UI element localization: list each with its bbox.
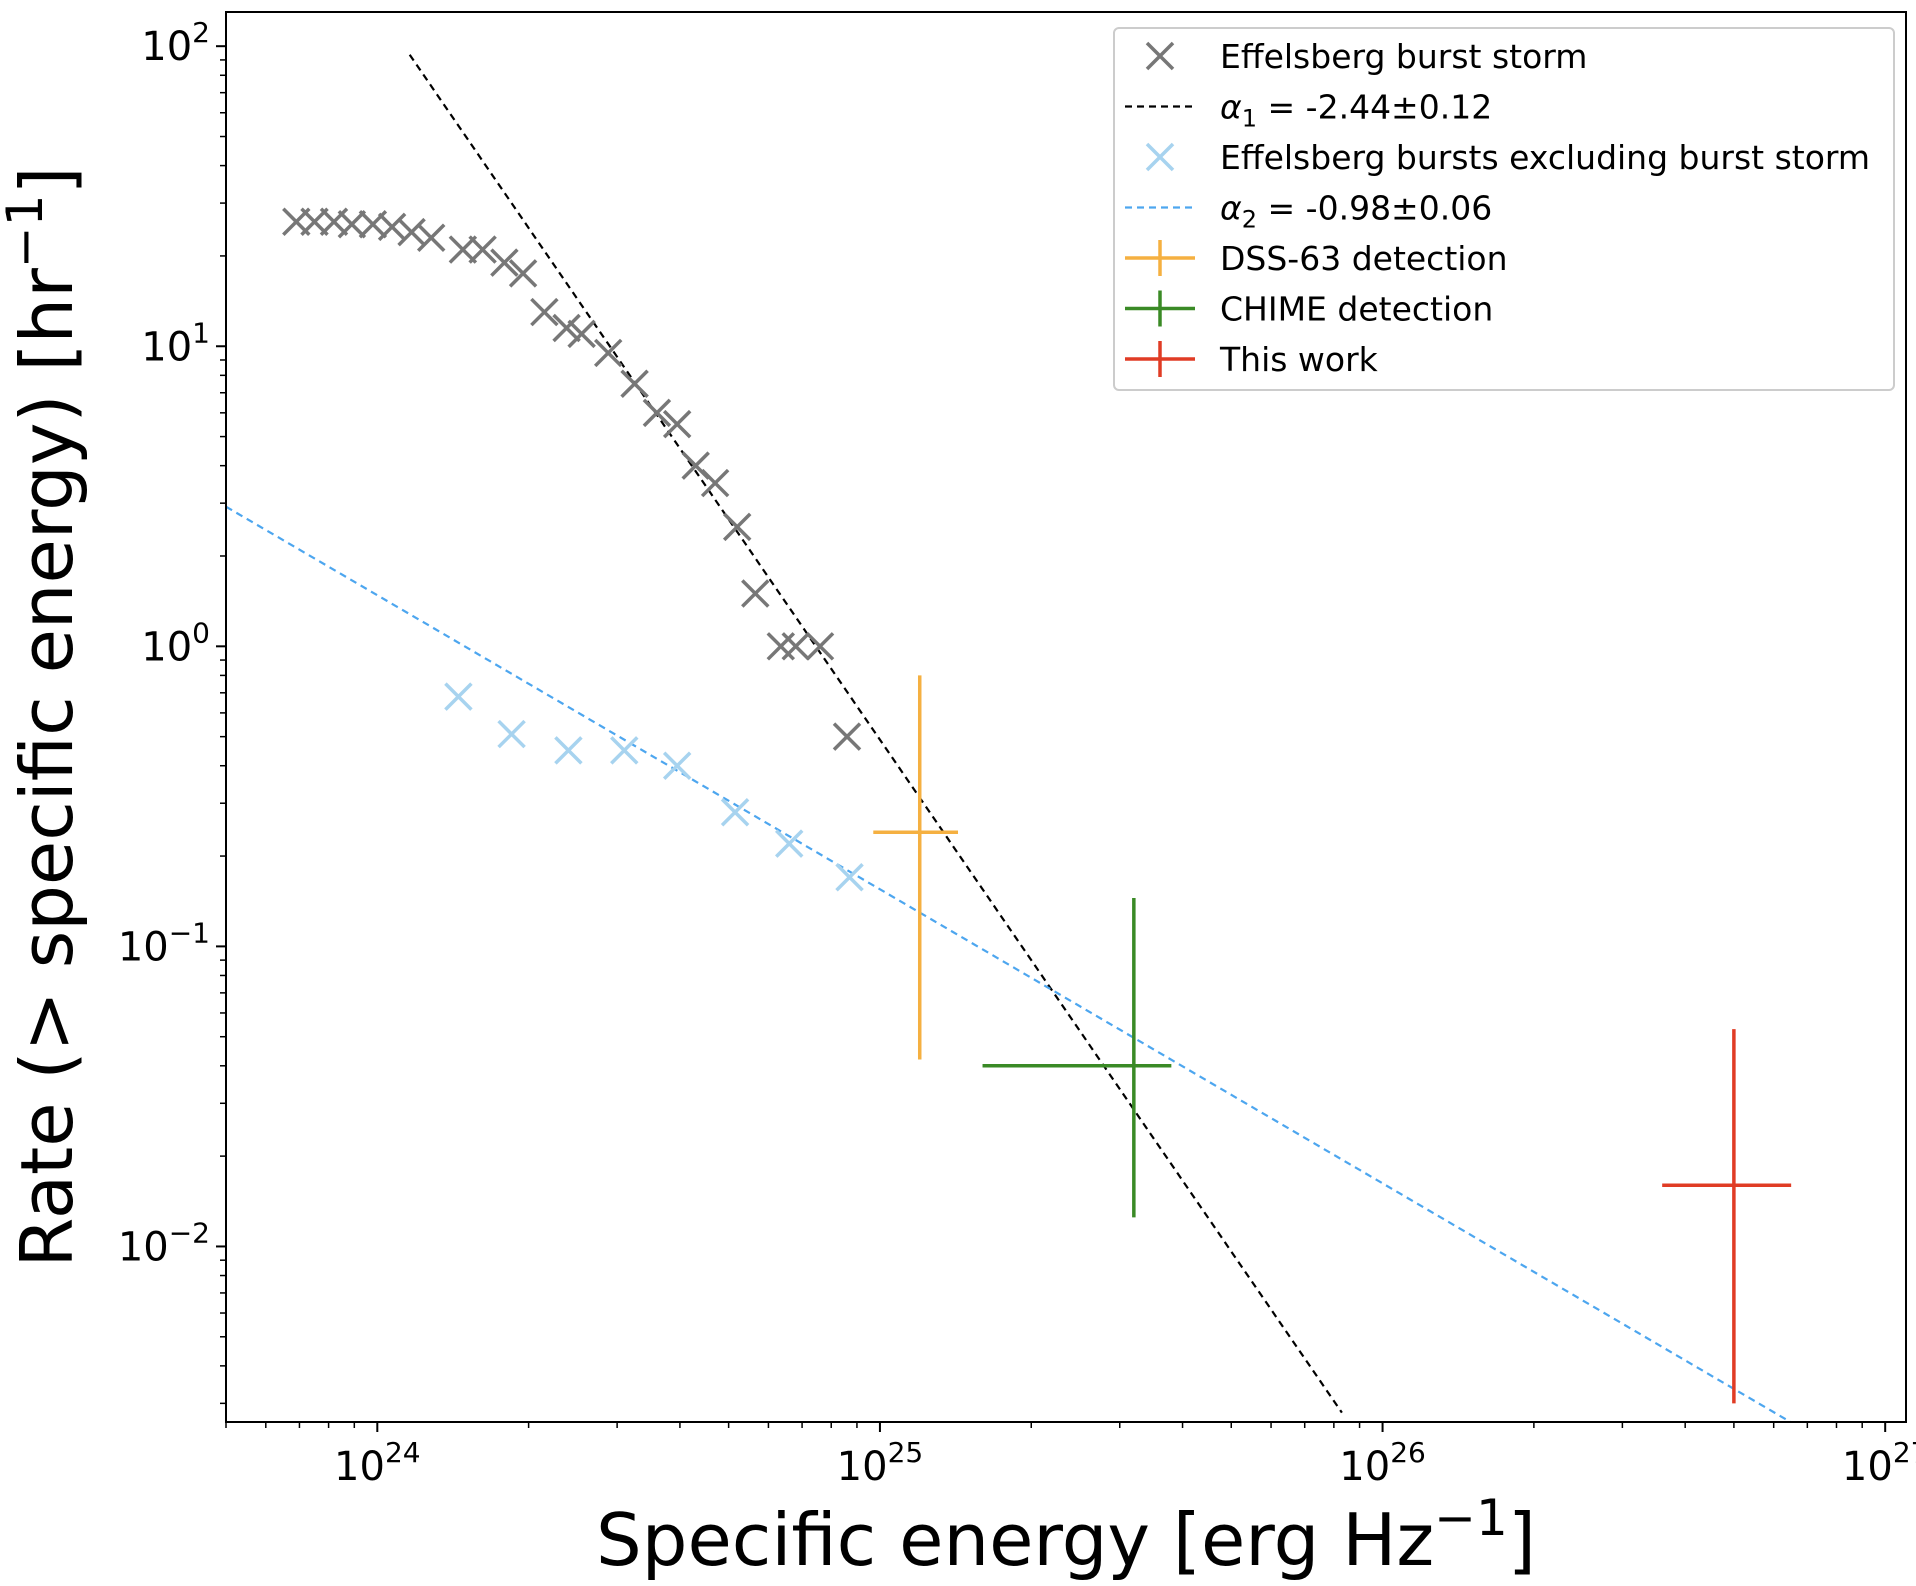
x-tick-label: 1027 bbox=[1842, 1436, 1916, 1490]
data-point bbox=[337, 210, 367, 239]
data-point bbox=[593, 338, 623, 368]
marker-stroke-b bbox=[835, 863, 864, 892]
marker-stroke-b bbox=[774, 829, 804, 858]
ticks-layer: 1024 1025 1026 1027 10−2 10−1 100 101 102 bbox=[118, 16, 1916, 1490]
data-point bbox=[620, 369, 649, 398]
marker-stroke-b bbox=[741, 579, 770, 608]
data-point bbox=[554, 736, 583, 765]
data-point bbox=[397, 217, 426, 247]
marker-stroke-b bbox=[567, 319, 596, 349]
data-point bbox=[781, 632, 810, 661]
x-tick-label: 1026 bbox=[1339, 1436, 1426, 1490]
marker-stroke-b bbox=[552, 313, 581, 343]
y-tick-label: 101 bbox=[141, 316, 210, 370]
data-point bbox=[805, 632, 835, 661]
marker-stroke-b bbox=[377, 212, 407, 242]
data-point bbox=[662, 751, 692, 780]
legend-label: This work bbox=[1219, 340, 1379, 379]
marker-stroke-b bbox=[337, 210, 367, 239]
data-point bbox=[720, 797, 750, 827]
legend-entry: CHIME detection bbox=[1125, 290, 1493, 329]
data-point bbox=[832, 722, 862, 751]
data-point bbox=[552, 313, 581, 343]
legend-marker-stroke-b bbox=[1145, 41, 1175, 71]
fit-line-1 bbox=[408, 54, 1343, 1414]
marker-stroke-b bbox=[497, 719, 526, 749]
marker-stroke-b bbox=[662, 751, 692, 780]
legend-label: Effelsberg bursts excluding burst storm bbox=[1220, 138, 1870, 177]
legend-label: CHIME detection bbox=[1220, 290, 1493, 329]
errorbar-5 bbox=[982, 897, 1172, 1218]
marker-stroke-b bbox=[554, 736, 583, 765]
legend-label: α2 = -0.98±0.06 bbox=[1220, 189, 1492, 234]
data-point bbox=[490, 248, 519, 277]
legend-entry: This work bbox=[1125, 340, 1379, 379]
series-layer bbox=[226, 54, 1793, 1422]
marker-stroke-b bbox=[397, 217, 426, 247]
legend: Effelsberg burst storm α1 = -2.44±0.12 Eff… bbox=[1113, 27, 1895, 391]
marker-stroke-b bbox=[720, 797, 750, 827]
x-tick-label: 1024 bbox=[334, 1436, 421, 1490]
plot-area bbox=[226, 54, 1793, 1422]
legend-label: α1 = -2.44±0.12 bbox=[1220, 88, 1492, 133]
plot-frame bbox=[225, 11, 1907, 1423]
marker-stroke-b bbox=[444, 682, 473, 711]
marker-stroke-b bbox=[662, 409, 692, 439]
data-point bbox=[774, 829, 804, 858]
marker-stroke-b bbox=[805, 632, 835, 661]
data-point bbox=[416, 223, 446, 252]
fit-line-3 bbox=[226, 505, 1793, 1422]
marker-stroke-b bbox=[530, 297, 559, 327]
legend-entry: Effelsberg bursts excluding burst storm bbox=[1145, 138, 1870, 177]
legend-label: DSS-63 detection bbox=[1220, 239, 1508, 278]
data-point bbox=[662, 409, 692, 439]
marker-stroke-b bbox=[681, 451, 710, 480]
errorbar-4 bbox=[873, 675, 959, 1060]
legend-marker-stroke-b bbox=[1145, 142, 1175, 172]
y-tick-label: 10−2 bbox=[118, 1216, 210, 1270]
marker-stroke-b bbox=[781, 632, 810, 661]
marker-stroke-b bbox=[468, 235, 497, 264]
x-axis-label: Specific energy [erg Hz−1] bbox=[596, 1489, 1536, 1582]
legend-entry: DSS-63 detection bbox=[1125, 239, 1508, 278]
y-tick-label: 100 bbox=[141, 616, 210, 670]
data-point bbox=[567, 319, 596, 349]
marker-stroke-b bbox=[620, 369, 649, 398]
legend-entry: Effelsberg burst storm bbox=[1145, 37, 1587, 76]
legend-box bbox=[1113, 27, 1895, 391]
data-point bbox=[508, 259, 538, 288]
data-point bbox=[377, 212, 407, 242]
data-point bbox=[444, 682, 473, 711]
marker-stroke-b bbox=[700, 468, 730, 498]
legend-entry: α2 = -0.98±0.06 bbox=[1125, 189, 1492, 234]
y-tick-label: 10−1 bbox=[118, 916, 210, 970]
data-point bbox=[468, 235, 497, 264]
data-point bbox=[610, 736, 639, 765]
scatter-series-0 bbox=[282, 207, 862, 751]
data-point bbox=[741, 579, 770, 608]
data-point bbox=[835, 863, 864, 892]
marker-stroke-b bbox=[416, 223, 446, 252]
data-point bbox=[642, 398, 672, 428]
legend-entry: α1 = -2.44±0.12 bbox=[1125, 88, 1492, 133]
legend-label: Effelsberg burst storm bbox=[1220, 37, 1587, 76]
data-point bbox=[497, 719, 526, 749]
marker-stroke-b bbox=[722, 512, 752, 542]
marker-stroke-b bbox=[593, 338, 623, 368]
data-point bbox=[700, 468, 730, 498]
scatter-series-2 bbox=[444, 682, 864, 892]
y-axis-label: Rate (> specific energy) [hr−1] bbox=[0, 166, 89, 1267]
legend-entries: Effelsberg burst storm α1 = -2.44±0.12 Eff… bbox=[1125, 37, 1870, 379]
marker-stroke-b bbox=[610, 736, 639, 765]
data-point bbox=[722, 512, 752, 542]
errorbar-6 bbox=[1662, 1029, 1792, 1404]
marker-stroke-b bbox=[832, 722, 862, 751]
marker-stroke-b bbox=[490, 248, 519, 277]
data-point bbox=[530, 297, 559, 327]
x-tick-label: 1025 bbox=[837, 1436, 924, 1490]
marker-stroke-b bbox=[642, 398, 672, 428]
y-tick-label: 102 bbox=[141, 16, 210, 70]
marker-stroke-b bbox=[508, 259, 538, 288]
